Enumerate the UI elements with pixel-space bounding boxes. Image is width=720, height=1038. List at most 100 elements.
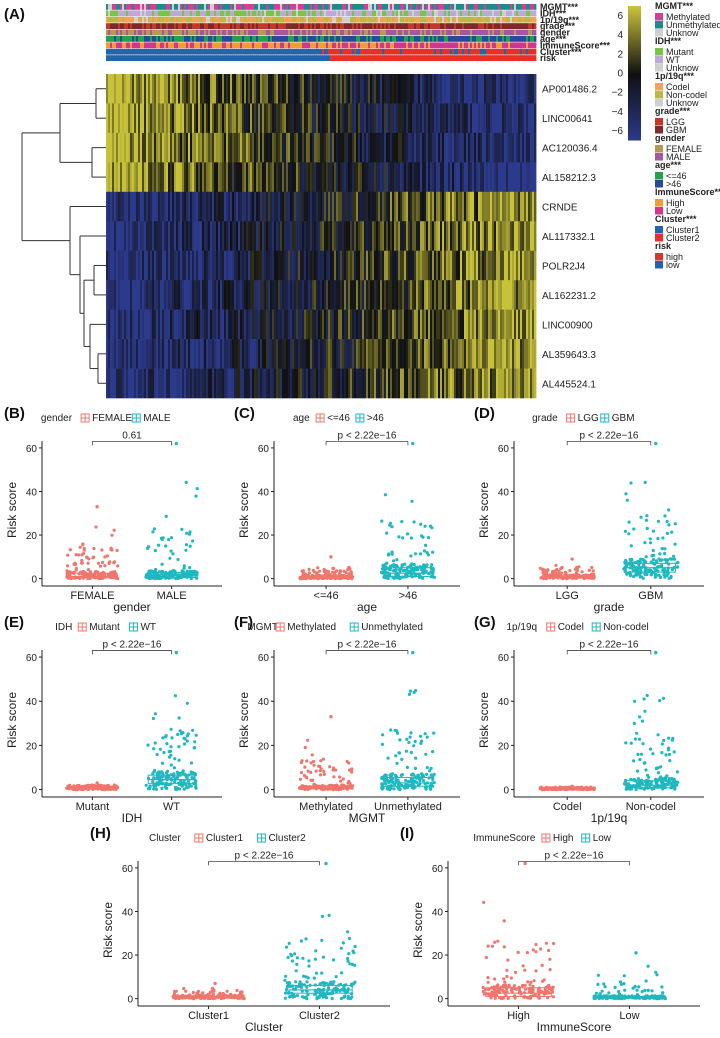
annotation-cell [144,36,147,42]
heatmap-cell [418,309,421,340]
heatmap-cell [454,309,457,340]
annotation-cell [422,29,425,36]
heatmap-cell [346,74,349,104]
annotation-cell [318,36,321,42]
heatmap-cell [468,309,471,340]
annotation-cell [248,36,251,42]
annotation-cell [126,29,129,36]
annotation-cell [110,48,113,55]
annotation-cell [278,23,281,29]
heatmap-cell [430,339,433,369]
annotation-cell [378,55,381,61]
heatmap-cell [358,74,361,104]
annotation-cell [492,4,495,10]
heatmap-cell [164,162,167,193]
heatmap-cell [512,162,515,193]
heatmap-cell [410,250,413,281]
heatmap-cell [514,221,517,252]
heatmap-cell [222,339,225,369]
heatmap-cell [508,250,511,281]
heatmap-cell [144,368,147,399]
heatmap-cell [364,132,367,163]
heatmap-cell [360,250,363,281]
colorbar-step [628,110,641,114]
annotation-cell [174,55,177,61]
annotation-cell [480,16,483,23]
annotation-cell [250,16,253,23]
heatmap-cell [454,250,457,281]
annotation-cell [248,55,251,61]
annotation-cell [254,36,257,42]
heatmap-cell [450,368,453,399]
heatmap-cell [408,74,411,104]
heatmap-cell [422,309,425,340]
heatmap-cell [410,339,413,369]
annotation-cell [422,42,425,49]
legend-item-label: Unknow [666,98,699,108]
heatmap-cell [512,103,515,134]
heatmap-cell [182,132,185,163]
heatmap-cell [350,74,353,104]
annotation-cell [394,42,397,49]
annotation-cell [378,16,381,23]
annotation-cell [514,48,517,55]
annotation-cell [140,23,143,29]
annotation-cell [172,55,175,61]
heatmap-cell [336,74,339,104]
heatmap-cell [382,132,385,163]
data-point [338,569,342,573]
annotation-cell [518,36,521,42]
heatmap-cell [338,162,341,193]
heatmap-cell [230,162,233,193]
heatmap-cell [320,280,323,310]
heatmap-cell [216,250,219,281]
heatmap-cell [106,309,109,340]
heatmap-cell [224,309,227,340]
annotation-cell [308,4,311,10]
annotation-cell [290,16,293,23]
annotation-cell [400,36,403,42]
annotation-cell [260,16,263,23]
annotation-cell [170,42,173,49]
heatmap-cell [250,309,253,340]
annotation-cell [288,10,291,17]
heatmap-cell [134,162,137,193]
annotation-cell [362,29,365,36]
heatmap-cell [258,103,261,134]
heatmap-cell [230,132,233,163]
annotation-cell [328,42,331,49]
annotation-cell [276,23,279,29]
heatmap-cell [152,339,155,369]
heatmap-cell [194,339,197,369]
annotation-cell [456,23,459,29]
annotation-cell [214,10,217,17]
heatmap-cell [308,221,311,252]
heatmap-cell [446,162,449,193]
data-point [103,555,107,559]
annotation-cell [166,10,169,17]
annotation-cell [500,36,503,42]
heatmap-cell [282,280,285,310]
heatmap-cell [214,132,217,163]
heatmap-cell [402,309,405,340]
heatmap-cell [294,339,297,369]
heatmap-cell [362,339,365,369]
annotation-cell [120,48,123,55]
heatmap-cell [280,103,283,134]
annotation-cell [368,10,371,17]
annotation-cell [440,55,443,61]
heatmap-cell [148,74,151,104]
heatmap-cell [472,191,475,222]
annotation-cell [328,48,331,55]
heatmap-cell [440,309,443,340]
heatmap-cell [490,280,493,310]
heatmap-cell [450,162,453,193]
heatmap-cell [234,191,237,222]
heatmap-cell [234,132,237,163]
annotation-cell [208,10,211,17]
annotation-cell [348,55,351,61]
heatmap-cell [126,280,129,310]
heatmap-cell [416,191,419,222]
annotation-cell [396,4,399,10]
annotation-cell [312,42,315,49]
